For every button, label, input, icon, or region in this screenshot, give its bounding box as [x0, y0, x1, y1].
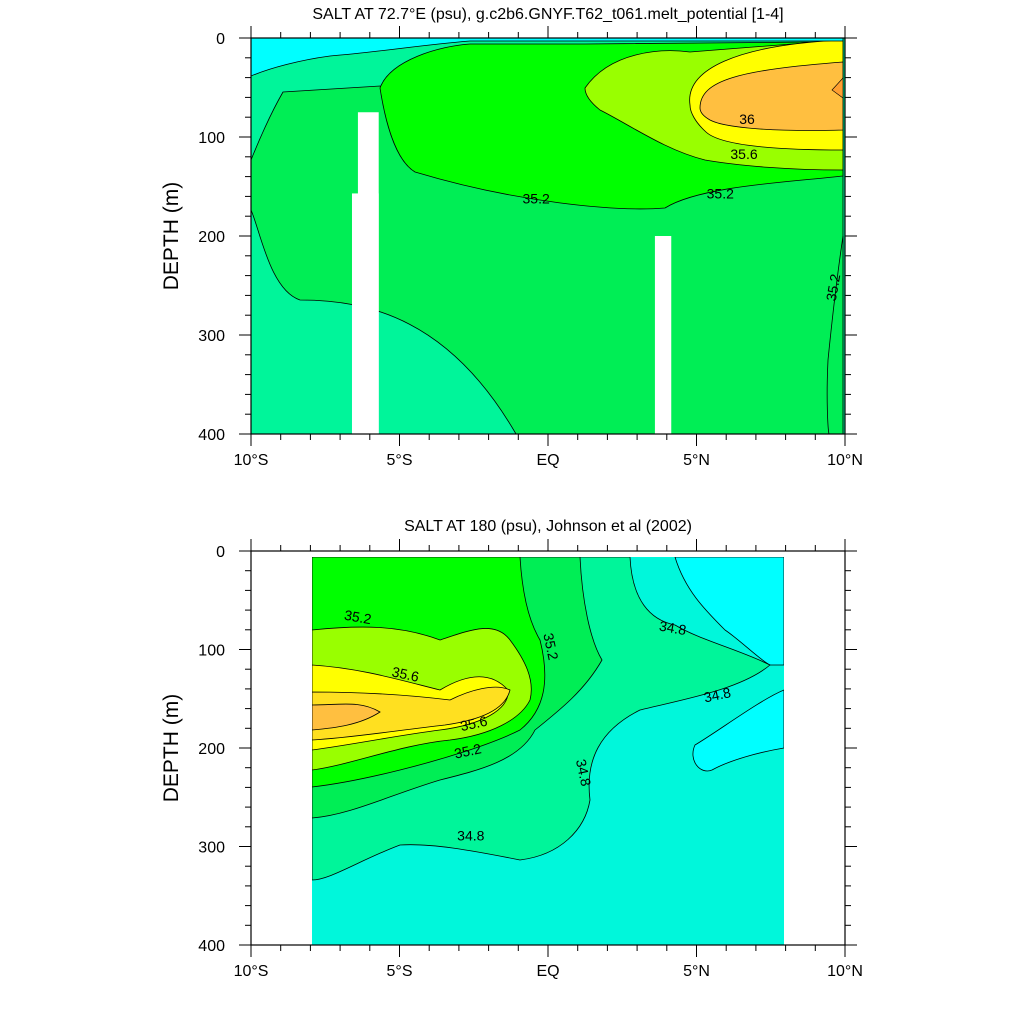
contour-label-text: 34.8 [457, 828, 484, 844]
x-tick-label: EQ [536, 963, 559, 980]
contour-label-text: 35.2 [522, 190, 549, 206]
contour-label: 35.2 [343, 607, 373, 628]
contour-label: 34.8 [573, 758, 594, 788]
band-fill [692, 689, 784, 772]
band-fill [312, 686, 511, 741]
band-fill [699, 61, 844, 131]
contour-label-text: 35.2 [343, 607, 373, 628]
band-fill [251, 85, 844, 434]
panel-bottom-title: SALT AT 180 (psu), Johnson et al (2002) [404, 518, 692, 535]
contour-label-text: 34.8 [658, 618, 688, 639]
contour-label-text: 35.6 [459, 713, 489, 734]
panel-top-ticks [239, 26, 857, 446]
contour-label: 35.2 [707, 185, 734, 201]
contour-label: 34.8 [658, 618, 688, 639]
contour-label: 34.8 [702, 684, 732, 705]
band-fill [251, 38, 844, 77]
panel-top: SALT AT 72.7°E (psu), g.c2b6.GNYF.T62_t0… [160, 6, 863, 469]
y-tick-label: 300 [198, 840, 225, 857]
x-tick-label: 5°N [683, 452, 710, 469]
panel-bottom-ylabel: DEPTH (m) [160, 694, 183, 803]
x-tick-label: 5°S [387, 963, 413, 980]
y-tick-label: 200 [198, 741, 225, 758]
x-tick-label: 10°N [827, 452, 863, 469]
contour-label: 35.6 [730, 146, 757, 162]
contour-label: 36 [739, 111, 755, 127]
contour-label: 35.6 [459, 713, 489, 734]
contour-label-text: 35.2 [707, 185, 734, 201]
panel-top-contour-labels: 36 35.6 35.2 35.2 35.2 [522, 111, 843, 302]
contour-label: 35.6 [390, 663, 420, 684]
contour-label: 34.8 [457, 828, 484, 844]
x-tick-label: 10°N [827, 963, 863, 980]
x-tick-label: 5°N [683, 963, 710, 980]
x-tick-label: 5°S [387, 452, 413, 469]
y-tick-label: 0 [216, 31, 225, 48]
contour-label: 35.2 [522, 190, 549, 206]
contour-label: 35.2 [823, 272, 844, 302]
panel-bottom-tick-labels: 10°S 5°S EQ 5°N 10°N 0 100 200 300 400 [198, 544, 863, 980]
x-tick-label: 10°S [234, 963, 269, 980]
panel-bottom-contour-labels: 35.2 35.2 34.8 35.6 34.8 35.6 35.2 34.8 34.8 [343, 607, 732, 844]
panel-top-missing-data [351, 112, 672, 434]
contour-label-text: 35.2 [540, 632, 561, 662]
contour-label-text: 36 [739, 111, 755, 127]
missing-data-column [351, 193, 379, 434]
y-tick-label: 300 [198, 328, 225, 345]
band-fill [826, 235, 844, 434]
panel-top-tick-labels: 10°S 5°S EQ 5°N 10°N 0 100 200 300 400 [198, 31, 863, 469]
x-tick-label: EQ [536, 452, 559, 469]
band-fill [831, 77, 844, 99]
contour-label-text: 35.2 [453, 740, 483, 761]
panel-bottom-contour-fill [312, 557, 784, 945]
y-tick-label: 200 [198, 229, 225, 246]
y-tick-label: 400 [198, 938, 225, 955]
y-tick-label: 400 [198, 427, 225, 444]
panel-top-title: SALT AT 72.7°E (psu), g.c2b6.GNYF.T62_t0… [312, 6, 783, 23]
contour-label-text: 35.6 [390, 663, 420, 684]
y-tick-label: 0 [216, 544, 225, 561]
panel-bottom-ticks [239, 539, 857, 957]
contour-label-text: 34.8 [573, 758, 594, 788]
contour-label: 35.2 [540, 632, 561, 662]
y-tick-label: 100 [198, 130, 225, 147]
contour-label-text: 34.8 [702, 684, 732, 705]
y-tick-label: 100 [198, 643, 225, 660]
band-fill [312, 703, 381, 731]
contour-label-text: 35.2 [823, 272, 844, 302]
panel-bottom: SALT AT 180 (psu), Johnson et al (2002) … [160, 518, 863, 980]
missing-data-column [654, 236, 672, 434]
contour-label-text: 35.6 [730, 146, 757, 162]
x-tick-label: 10°S [234, 452, 269, 469]
panel-top-contour-fill [251, 38, 845, 434]
contour-label: 35.2 [453, 740, 483, 761]
panel-top-ylabel: DEPTH (m) [160, 182, 183, 291]
